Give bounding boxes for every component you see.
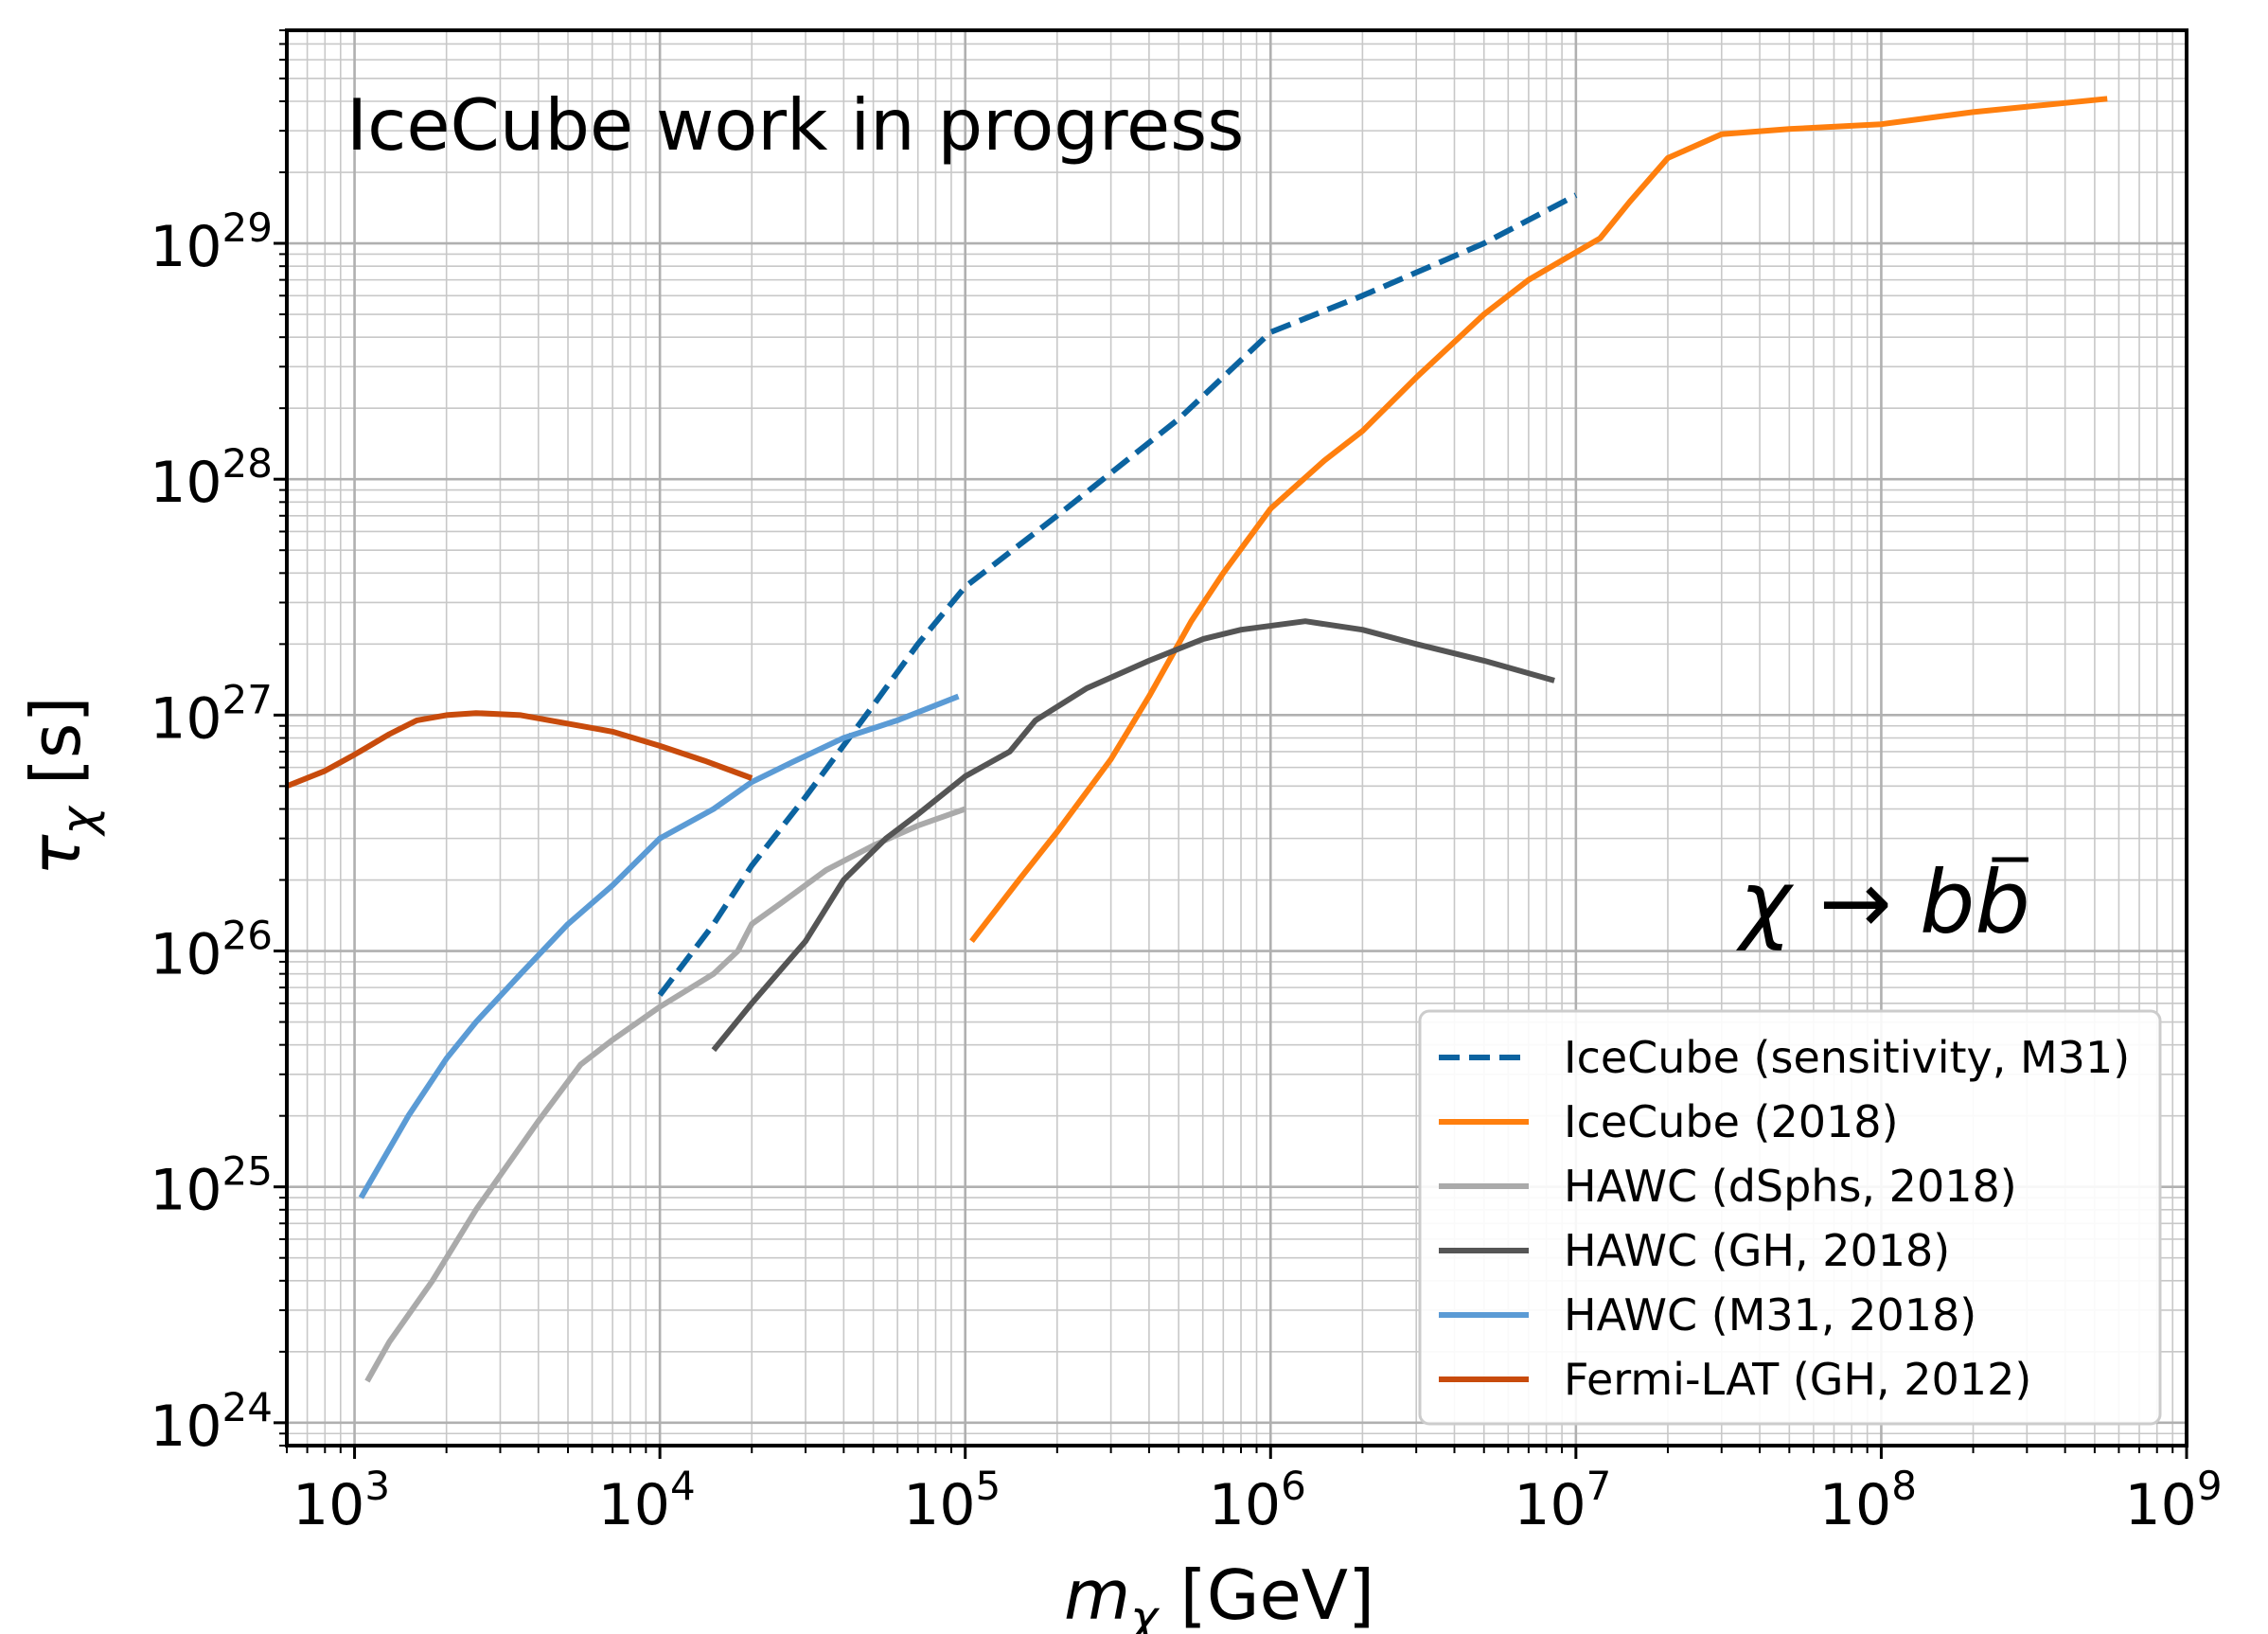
legend: IceCube (sensitivity, M31) IceCube (2018)…	[1418, 1009, 2162, 1426]
y-tick-label: 1025	[150, 1148, 273, 1224]
x-tick-label: 105	[903, 1463, 1001, 1538]
legend-label: HAWC (M31, 2018)	[1564, 1289, 1976, 1341]
y-tick-label: 1027	[150, 676, 273, 752]
x-tick-label: 104	[598, 1463, 696, 1538]
y-tick-label: 1026	[150, 913, 273, 988]
series-layer	[285, 96, 2108, 1383]
series-line	[657, 192, 1578, 997]
x-tick-label: 108	[1819, 1463, 1917, 1538]
x-tick-label: 109	[2124, 1463, 2222, 1538]
y-tick-label: 1028	[150, 440, 273, 516]
annotation-prefix: χ → b	[1735, 852, 1975, 953]
legend-label: HAWC (GH, 2018)	[1564, 1225, 1950, 1276]
x-tick-label: 103	[292, 1463, 390, 1538]
legend-label: HAWC (dSphs, 2018)	[1564, 1161, 2017, 1212]
legend-box	[1418, 1009, 2162, 1426]
series-line	[969, 96, 2108, 944]
annotation-bbar: b	[1975, 852, 2029, 953]
x-tick-label: 107	[1514, 1463, 1611, 1538]
legend-label: IceCube (2018)	[1564, 1096, 1899, 1147]
ticks-layer	[274, 29, 2188, 1459]
x-axis-label: mχ [GeV]	[1064, 1555, 1374, 1634]
x-tick-labels: 103 104 105 106 107 108 109	[292, 1463, 2223, 1538]
chart-title: IceCube work in progress	[346, 83, 1244, 167]
x-tick-label: 106	[1209, 1463, 1306, 1538]
series-line	[364, 806, 966, 1383]
decay-channel-annotation: χ → bb	[1735, 852, 2030, 953]
y-axis-label-group: τχ [s]	[16, 696, 106, 876]
series-line	[358, 693, 960, 1199]
series-line	[285, 710, 753, 790]
y-axis-label: τχ [s]	[16, 696, 106, 876]
legend-label: IceCube (sensitivity, M31)	[1564, 1032, 2130, 1083]
y-tick-labels: 1024 1025 1026 1027 1028 1029	[150, 204, 273, 1460]
y-tick-label: 1029	[150, 204, 273, 280]
y-tick-label: 1024	[150, 1384, 273, 1460]
legend-label: Fermi-LAT (GH, 2012)	[1564, 1354, 2031, 1405]
series-line	[711, 618, 1555, 1053]
